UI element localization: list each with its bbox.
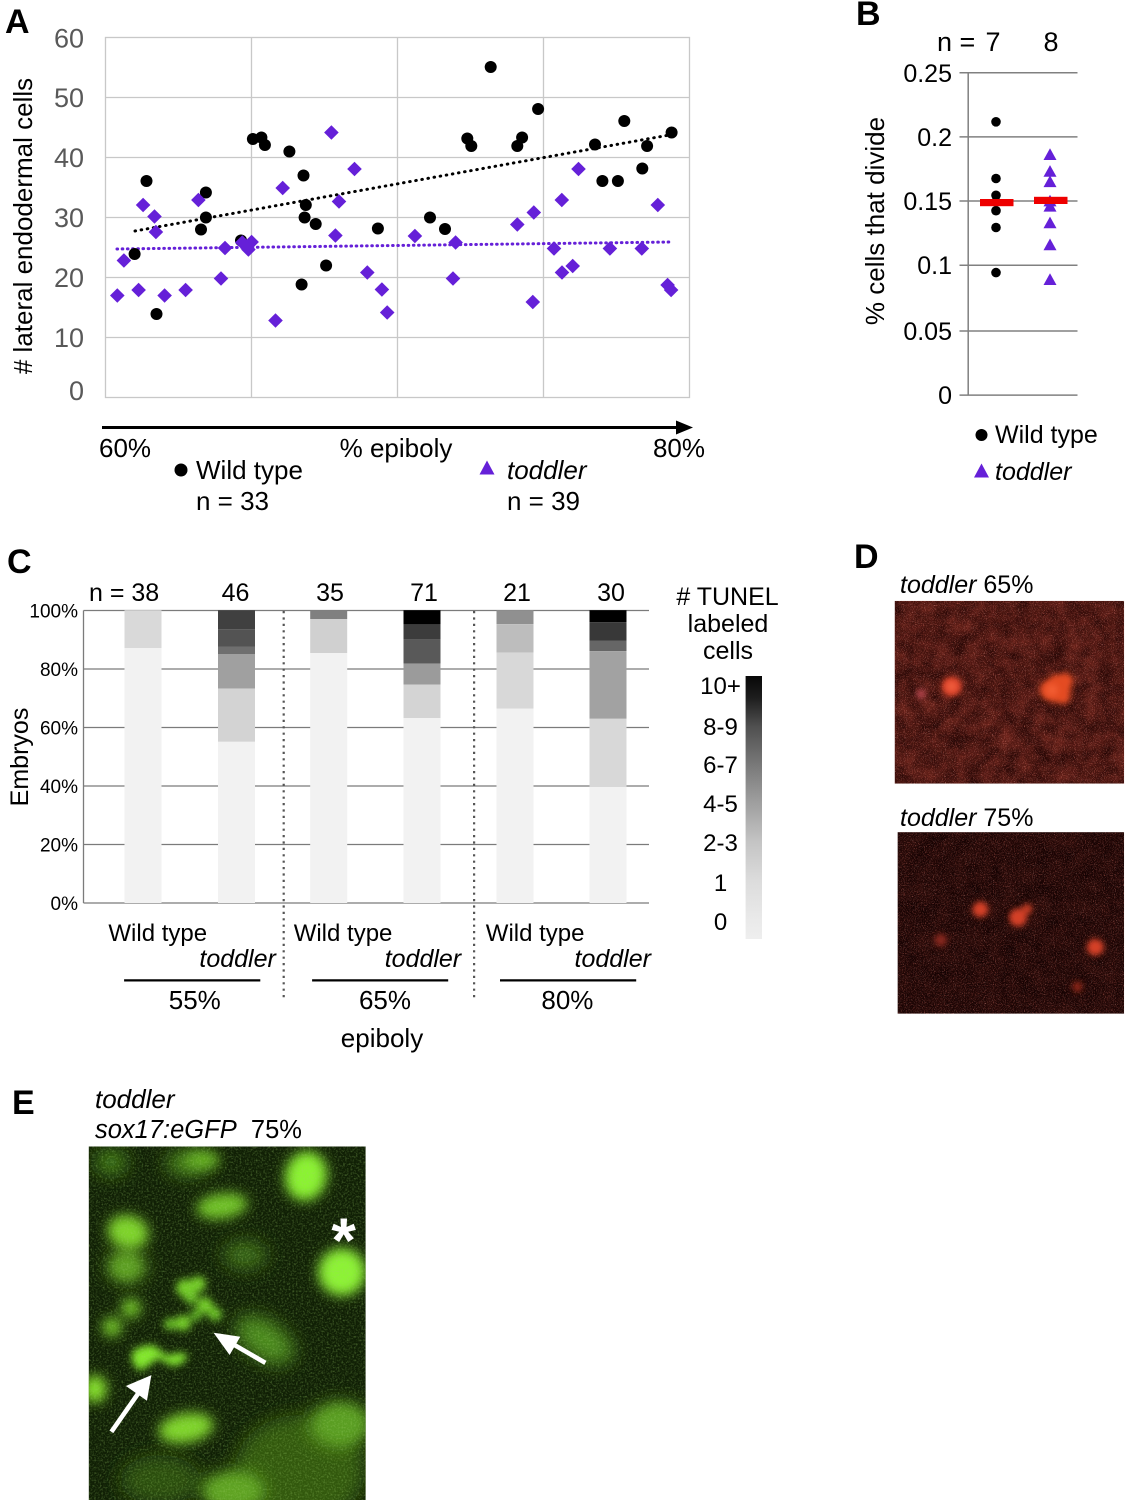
- svg-text:0: 0: [714, 909, 727, 936]
- svg-text:35: 35: [316, 579, 344, 607]
- svg-text:% epiboly: % epiboly: [340, 433, 453, 463]
- svg-text:toddler: toddler: [199, 945, 277, 973]
- svg-text:toddler: toddler: [95, 1084, 176, 1114]
- svg-text:0.2: 0.2: [917, 124, 952, 152]
- svg-text:2-3: 2-3: [703, 830, 738, 857]
- svg-text:65%: 65%: [359, 985, 411, 1015]
- svg-text:0.1: 0.1: [917, 252, 952, 280]
- svg-text:toddler: toddler: [995, 458, 1073, 486]
- svg-text:1: 1: [714, 870, 727, 897]
- svg-text:toddler: toddler: [575, 945, 653, 973]
- svg-text:toddler 65%: toddler 65%: [900, 571, 1033, 599]
- svg-text:n =: n =: [937, 27, 975, 57]
- svg-text:A: A: [5, 3, 30, 41]
- svg-text:Wild type: Wild type: [108, 920, 207, 947]
- svg-text:60%: 60%: [99, 433, 151, 463]
- svg-text:6-7: 6-7: [703, 752, 738, 779]
- svg-text:60%: 60%: [40, 719, 78, 740]
- svg-text:0.15: 0.15: [903, 188, 952, 216]
- svg-text:46: 46: [222, 579, 250, 607]
- svg-text:toddler: toddler: [507, 455, 588, 485]
- svg-text:n = 38: n = 38: [89, 579, 159, 607]
- svg-text:Embryos: Embryos: [6, 708, 34, 807]
- svg-text:60: 60: [54, 24, 84, 54]
- svg-text:# TUNEL: # TUNEL: [676, 583, 778, 611]
- svg-text:Wild type: Wild type: [995, 421, 1098, 449]
- svg-text:sox17:eGFP 75%: sox17:eGFP 75%: [95, 1116, 302, 1144]
- svg-text:0: 0: [938, 382, 952, 410]
- svg-text:20%: 20%: [40, 836, 78, 857]
- svg-text:0.05: 0.05: [903, 318, 952, 346]
- svg-text:toddler 75%: toddler 75%: [900, 804, 1033, 832]
- svg-text:80%: 80%: [653, 433, 705, 463]
- svg-text:toddler: toddler: [385, 945, 463, 973]
- svg-text:n = 39: n = 39: [507, 486, 580, 516]
- svg-text:E: E: [12, 1084, 35, 1122]
- svg-text:55%: 55%: [169, 985, 221, 1015]
- svg-text:50: 50: [54, 83, 84, 113]
- svg-text:71: 71: [410, 579, 438, 607]
- svg-text:B: B: [856, 0, 881, 33]
- svg-text:# lateral endodermal cells: # lateral endodermal cells: [8, 78, 38, 374]
- svg-text:Wild type: Wild type: [294, 920, 393, 947]
- svg-text:D: D: [854, 538, 879, 576]
- svg-text:80%: 80%: [541, 985, 593, 1015]
- svg-text:cells: cells: [703, 637, 753, 665]
- svg-text:40: 40: [54, 143, 84, 173]
- svg-text:C: C: [7, 543, 32, 581]
- svg-text:4-5: 4-5: [703, 791, 738, 818]
- svg-text:10: 10: [54, 323, 84, 353]
- svg-text:21: 21: [503, 579, 531, 607]
- svg-text:n = 33: n = 33: [196, 486, 269, 516]
- svg-text:Wild type: Wild type: [486, 920, 585, 947]
- svg-text:labeled: labeled: [688, 610, 769, 638]
- svg-text:0.25: 0.25: [903, 60, 952, 88]
- svg-text:40%: 40%: [40, 777, 78, 798]
- svg-text:30: 30: [54, 203, 84, 233]
- svg-text:epiboly: epiboly: [341, 1023, 423, 1053]
- svg-text:8-9: 8-9: [703, 714, 738, 741]
- svg-text:0: 0: [69, 376, 84, 406]
- svg-text:*: *: [331, 1206, 356, 1276]
- svg-text:20: 20: [54, 263, 84, 293]
- svg-text:100%: 100%: [29, 602, 78, 623]
- svg-text:% cells that divide: % cells that divide: [860, 117, 890, 325]
- svg-text:0%: 0%: [51, 894, 79, 915]
- svg-text:7: 7: [985, 27, 1000, 57]
- svg-text:80%: 80%: [40, 660, 78, 681]
- svg-text:30: 30: [597, 579, 625, 607]
- svg-text:10+: 10+: [700, 673, 741, 700]
- svg-text:Wild type: Wild type: [196, 455, 303, 485]
- svg-text:8: 8: [1043, 27, 1058, 57]
